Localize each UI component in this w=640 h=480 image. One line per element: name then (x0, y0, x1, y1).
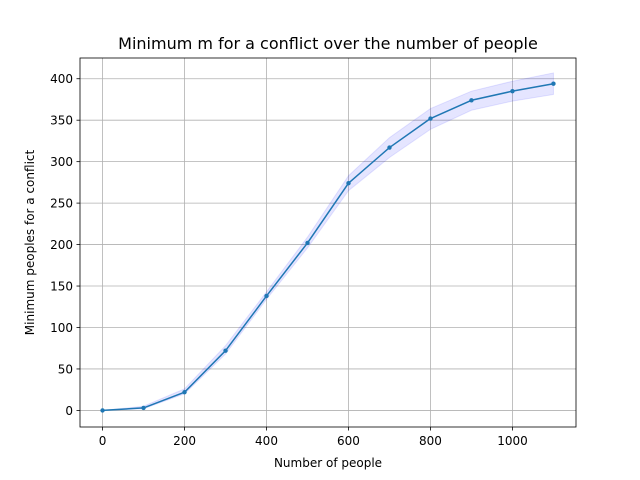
data-point (346, 181, 351, 186)
y-tick-label: 300 (50, 155, 73, 169)
grid (80, 58, 576, 427)
y-tick-label: 50 (58, 362, 73, 376)
data-point (428, 116, 433, 121)
y-tick-label: 100 (50, 321, 73, 335)
series-line (102, 82, 554, 412)
x-tick-label: 200 (173, 434, 196, 448)
data-point (223, 348, 228, 353)
y-tick-label: 200 (50, 238, 73, 252)
y-tick-label: 250 (50, 197, 73, 211)
data-point (551, 81, 556, 86)
chart-title: Minimum m for a conflict over the number… (118, 34, 538, 53)
x-tick-label: 1000 (497, 434, 528, 448)
data-point (141, 405, 146, 411)
data-point (510, 88, 515, 94)
y-tick-label: 400 (50, 72, 73, 86)
data-point (305, 240, 310, 246)
plot-frame (79, 57, 577, 428)
data-point (182, 389, 187, 395)
x-tick-label: 800 (419, 434, 442, 448)
x-axis-label: Number of people (274, 456, 382, 470)
series-line-layer (102, 82, 554, 412)
data-point (469, 98, 474, 103)
data-point (264, 293, 269, 299)
y-tick-label: 0 (65, 404, 73, 418)
x-tick-label: 400 (255, 434, 278, 448)
confidence-band (102, 72, 554, 411)
y-tick-label: 350 (50, 114, 73, 128)
data-point (100, 408, 105, 413)
data-points-layer (100, 81, 556, 413)
data-point (387, 145, 392, 150)
confidence-band-layer (102, 72, 554, 411)
y-tick-label: 150 (50, 280, 73, 294)
x-tick-label: 0 (99, 434, 107, 448)
x-tick-label: 600 (337, 434, 360, 448)
axis-ticks: 0 200 400 600 800 1000 0 50 100 150 200 250 300 350 40… (50, 72, 528, 448)
y-axis-label: Minimum peoples for a conflict (23, 150, 37, 336)
